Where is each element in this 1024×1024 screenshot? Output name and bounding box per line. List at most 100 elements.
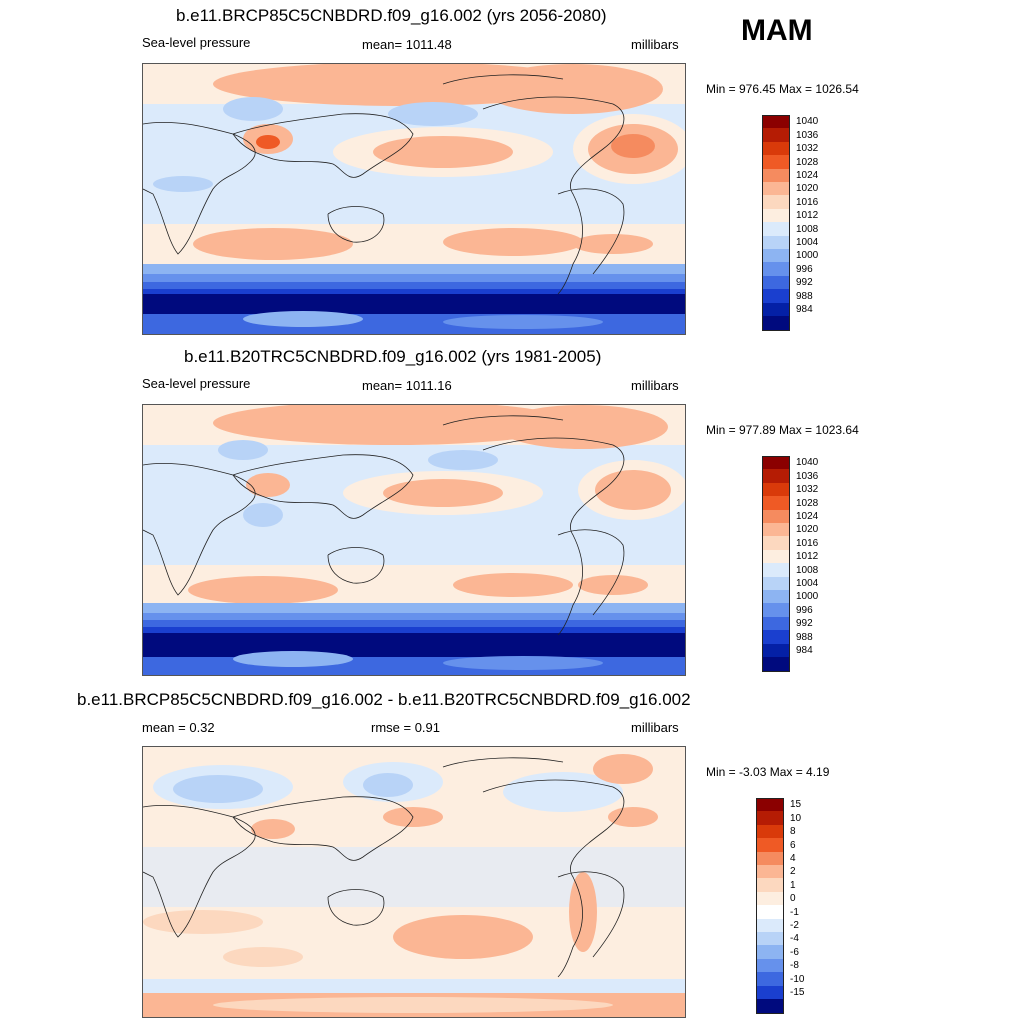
colorbar-tick-label: 10 [790, 812, 802, 824]
colorbar-tick-label: 1040 [796, 116, 819, 128]
colorbar-swatch [762, 536, 790, 551]
colorbar-swatch [762, 115, 790, 130]
colorbar-swatch [762, 616, 790, 631]
panel3-mean-label: mean = 0.32 [142, 720, 215, 735]
colorbar-tick-label: 2 [790, 866, 796, 878]
colorbar-swatch [762, 128, 790, 143]
colorbar-tick-label: 992 [796, 277, 813, 289]
colorbar-swatch [762, 262, 790, 277]
colorbar-tick-label: 1000 [796, 591, 819, 603]
colorbar-tick-label: 8 [790, 826, 796, 838]
colorbar-swatch [756, 945, 784, 960]
colorbar-swatch [756, 918, 784, 933]
panel2-colorbar: 1040 1036 1032 1028 1024 1020 1016 1012 1008 1004… [762, 456, 842, 672]
colorbar-swatch [762, 456, 790, 471]
colorbar-tick-label: 996 [796, 263, 813, 275]
colorbar-swatch [762, 275, 790, 290]
panel2-minmax-label: Min = 977.89 Max = 1023.64 [706, 423, 859, 437]
colorbar-swatch [756, 798, 784, 813]
panel1-mean-label: mean= 1011.48 [362, 37, 452, 52]
colorbar-tick-label: 1024 [796, 511, 819, 522]
colorbar-tick-label: 1036 [796, 470, 819, 482]
panel3-minmax-label: Min = -3.03 Max = 4.19 [706, 765, 830, 779]
colorbar-tick-label: -2 [790, 920, 799, 931]
colorbar-tick-label: 1016 [796, 196, 819, 208]
colorbar-swatch [762, 603, 790, 618]
panel1-title: b.e11.BRCP85C5CNBDRD.f09_g16.002 (yrs 20… [176, 6, 607, 25]
colorbar-swatch [762, 222, 790, 237]
colorbar-tick-label: 1028 [796, 156, 819, 168]
panel1-minmax-label: Min = 976.45 Max = 1026.54 [706, 82, 859, 96]
colorbar-swatch [756, 824, 784, 839]
panel3-units-label: millibars [631, 720, 679, 735]
season-label: MAM [741, 14, 813, 47]
colorbar-swatch [762, 168, 790, 183]
colorbar-tick-label: 1020 [796, 183, 819, 195]
panel2-units-label: millibars [631, 378, 679, 393]
colorbar-tick-label: 0 [790, 893, 796, 905]
colorbar-swatch [762, 509, 790, 524]
colorbar-swatch [762, 590, 790, 604]
colorbar-swatch [762, 657, 790, 672]
colorbar-tick-label: 1028 [796, 497, 819, 509]
colorbar-tick-label: 15 [790, 799, 802, 811]
colorbar-swatch [756, 958, 784, 973]
colorbar-tick-label: 1004 [796, 578, 819, 589]
colorbar-swatch [762, 302, 790, 317]
colorbar-swatch [762, 496, 790, 511]
colorbar-tick-label: 1004 [796, 237, 819, 248]
panel3-rmse-label: rmse = 0.91 [371, 720, 441, 735]
colorbar-swatch [756, 811, 784, 826]
panel3-map [142, 746, 686, 1018]
colorbar-swatch [762, 155, 790, 170]
colorbar-swatch [762, 249, 790, 263]
colorbar-swatch [756, 985, 784, 1000]
colorbar-swatch [756, 999, 784, 1014]
colorbar-tick-label: 1012 [796, 210, 819, 222]
panel1-variable-label: Sea-level pressure [142, 35, 251, 50]
colorbar-tick-label: 4 [790, 853, 796, 864]
colorbar-tick-label: 1032 [796, 484, 819, 496]
colorbar-swatch [762, 523, 790, 537]
panel1-map [142, 63, 686, 335]
colorbar-tick-label: -15 [790, 987, 805, 998]
panel2-variable-label: Sea-level pressure [142, 376, 251, 391]
colorbar-tick-label: -4 [790, 933, 799, 945]
colorbar-swatch [762, 549, 790, 564]
colorbar-swatch [762, 182, 790, 196]
colorbar-tick-label: 1020 [796, 524, 819, 536]
colorbar-swatch [756, 838, 784, 853]
colorbar-swatch [762, 316, 790, 331]
colorbar-tick-label: 1024 [796, 170, 819, 181]
colorbar-swatch [762, 195, 790, 210]
panel2-title: b.e11.B20TRC5CNBDRD.f09_g16.002 (yrs 198… [184, 347, 602, 366]
colorbar-tick-label: 1012 [796, 551, 819, 563]
colorbar-tick-label: 984 [796, 304, 813, 315]
panel1-colorbar: 1040 1036 1032 1028 1024 1020 1016 1012 1008 1004… [762, 115, 842, 331]
colorbar-swatch [756, 905, 784, 920]
colorbar-swatch [762, 141, 790, 156]
colorbar-tick-label: -8 [790, 960, 799, 972]
panel2-mean-label: mean= 1011.16 [362, 378, 452, 393]
panel1-units-label: millibars [631, 37, 679, 52]
colorbar-tick-label: 1008 [796, 223, 819, 235]
colorbar-swatch [762, 208, 790, 223]
colorbar-tick-label: 996 [796, 604, 813, 616]
colorbar-swatch [762, 235, 790, 250]
colorbar-swatch [762, 469, 790, 484]
panel3-colorbar: 15 10 8 6 4 2 1 0 -1 -2 -4 -6 -8 -10 -15 [756, 798, 836, 1014]
colorbar-tick-label: 992 [796, 618, 813, 630]
colorbar-tick-label: 1040 [796, 457, 819, 469]
colorbar-tick-label: 1032 [796, 143, 819, 155]
colorbar-tick-label: 988 [796, 631, 813, 643]
colorbar-swatch [756, 932, 784, 946]
colorbar-tick-label: 1036 [796, 129, 819, 141]
colorbar-swatch [762, 289, 790, 304]
colorbar-swatch [756, 865, 784, 879]
colorbar-tick-label: -6 [790, 946, 799, 958]
colorbar-swatch [762, 563, 790, 578]
colorbar-tick-label: 1016 [796, 537, 819, 549]
colorbar-tick-label: -10 [790, 973, 805, 985]
panel3-title: b.e11.BRCP85C5CNBDRD.f09_g16.002 - b.e11… [77, 690, 691, 709]
colorbar-tick-label: 984 [796, 645, 813, 656]
